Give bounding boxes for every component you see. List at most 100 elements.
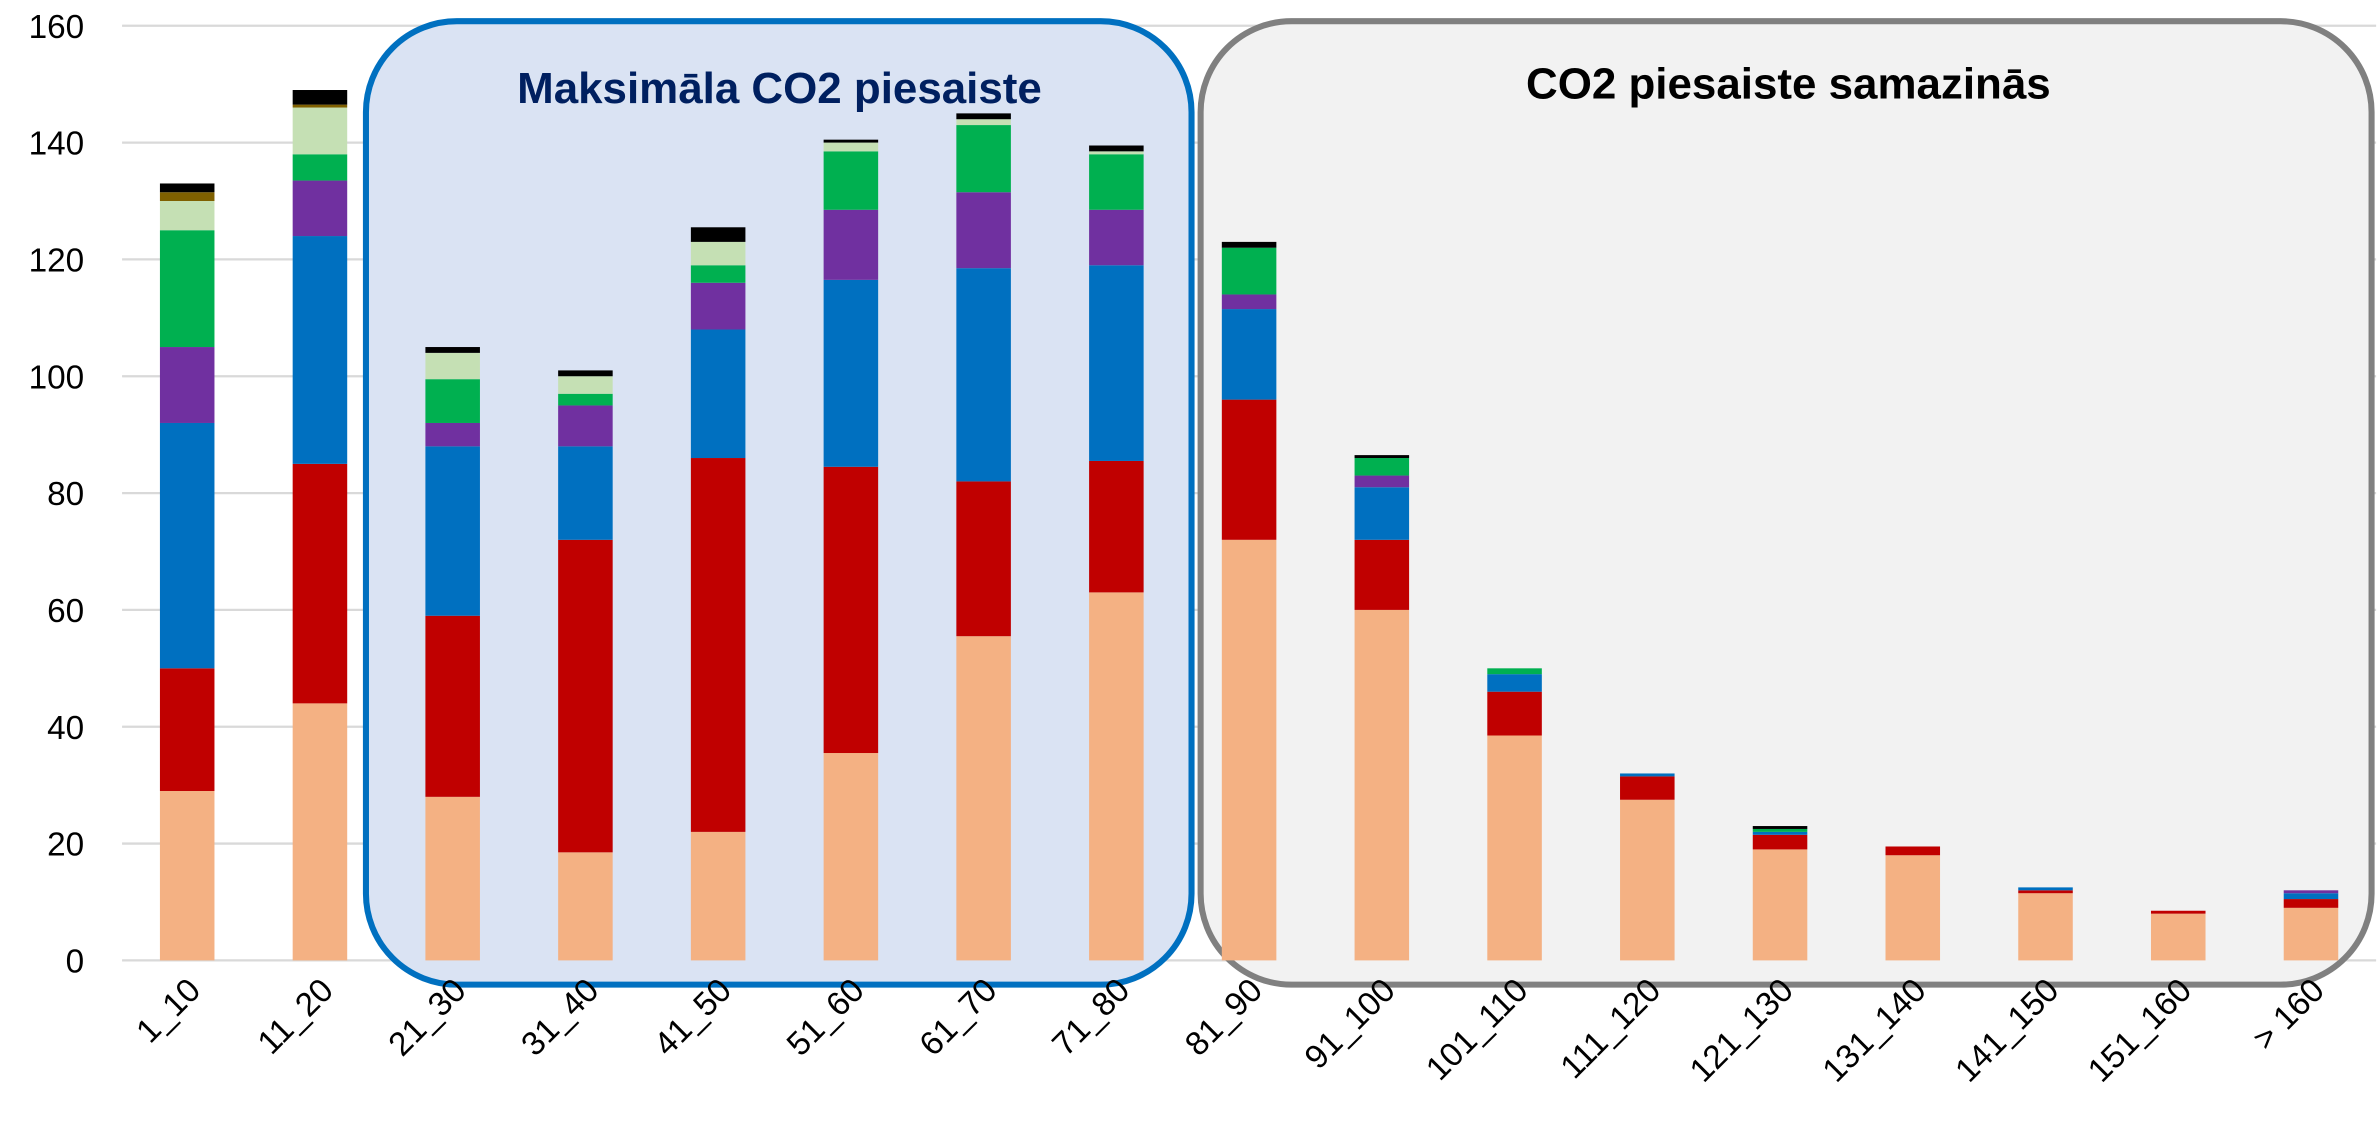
bar-segment — [1089, 209, 1144, 266]
bar-segment — [690, 241, 746, 266]
bar-segment — [1089, 145, 1144, 152]
y-tick-label: 20 — [47, 827, 84, 864]
bar-segment — [956, 113, 1011, 120]
bar-segment — [956, 125, 1011, 193]
bar-segment — [159, 200, 215, 231]
bar-segment — [823, 139, 879, 143]
y-tick-label: 160 — [29, 9, 85, 46]
bar-segment — [956, 268, 1011, 482]
bar-segment — [159, 347, 215, 423]
bar-segment — [690, 458, 746, 832]
bar-segment — [1221, 399, 1277, 540]
bar-segment — [2018, 890, 2073, 894]
bar-segment — [2018, 887, 2073, 891]
bar-segment — [1620, 776, 1675, 800]
x-tick-label: 1_10 — [129, 972, 208, 1051]
bar-segment — [1221, 539, 1277, 961]
bar-segment — [2283, 893, 2339, 900]
bar-segment — [292, 107, 348, 155]
bar-segment — [1354, 458, 1410, 476]
bar-segment — [1089, 154, 1144, 210]
bar-segment — [2150, 913, 2206, 961]
bar-segment — [159, 668, 215, 791]
bar-segment — [159, 790, 215, 961]
bar-segment — [1752, 849, 1808, 961]
bar-segment — [1487, 668, 1542, 675]
bar-segment — [292, 104, 348, 108]
bar-segment — [1885, 855, 1941, 961]
x-tick-label: 141_150 — [1948, 972, 2066, 1090]
x-tick-label: 131_140 — [1816, 972, 1934, 1090]
bar-segment — [558, 376, 613, 394]
bar-segment — [292, 236, 348, 464]
x-tick-label: 111_120 — [1554, 972, 1668, 1086]
bar-segment — [823, 466, 879, 754]
bar-segment — [159, 192, 215, 201]
bar-segment — [292, 154, 348, 181]
bar-segment — [425, 615, 480, 797]
bar-segment — [2283, 907, 2339, 961]
bar-segment — [1620, 773, 1675, 777]
x-tick-label: 21_30 — [382, 972, 474, 1064]
bar-segment — [690, 282, 746, 330]
bar-segment — [292, 463, 348, 704]
bar-segment — [1089, 592, 1144, 961]
bar-segment — [956, 481, 1011, 637]
bar-segment — [823, 279, 879, 467]
bar-segment — [1354, 455, 1410, 459]
bar-segment — [1752, 826, 1808, 829]
bar-segment — [159, 230, 215, 348]
bar-segment — [425, 347, 480, 353]
bar-segment — [1620, 799, 1675, 961]
bar-segment — [159, 183, 215, 193]
y-tick-label: 60 — [47, 593, 84, 630]
bar-segment — [1089, 265, 1144, 461]
bar-segment — [690, 831, 746, 961]
bar-segment — [425, 446, 480, 616]
bar-segment — [1089, 151, 1144, 155]
bar-segment — [558, 446, 613, 540]
region-box — [362, 18, 1195, 988]
y-tick-label: 120 — [29, 243, 85, 280]
bar-segment — [2018, 893, 2073, 961]
bar-segment — [558, 405, 613, 447]
bar-segment — [823, 209, 879, 280]
bar-segment — [292, 180, 348, 237]
bar-segment — [1354, 609, 1410, 961]
bar-segment — [956, 636, 1011, 961]
bar-segment — [425, 352, 480, 380]
bar-segment — [1354, 475, 1410, 488]
bar-segment — [558, 393, 613, 406]
bar-segment — [1221, 247, 1277, 295]
bar-segment — [1752, 828, 1808, 832]
bar-segment — [1885, 846, 1941, 856]
bar-segment — [292, 703, 348, 961]
y-tick-label: 140 — [29, 126, 85, 163]
bar-segment — [1221, 309, 1277, 400]
x-tick-label: 11_20 — [251, 972, 341, 1062]
y-tick-label: 100 — [29, 359, 85, 396]
bar-segment — [1089, 460, 1144, 593]
bar-segment — [558, 852, 613, 961]
x-tick-label: 121_130 — [1683, 972, 1801, 1090]
bar-segment — [159, 422, 215, 669]
region-title: Maksimāla CO2 piesaiste — [517, 64, 1042, 113]
x-tick-label: 81_90 — [1178, 972, 1270, 1064]
bar-segment — [292, 90, 348, 105]
bar-segment — [690, 227, 746, 242]
bar-segment — [1221, 294, 1277, 310]
bar-segment — [558, 539, 613, 853]
bar-segment — [425, 796, 480, 961]
bar-segment — [425, 422, 480, 447]
bar-segment — [690, 329, 746, 459]
bar-segment — [425, 379, 480, 423]
bar-segment — [1354, 539, 1410, 610]
y-tick-label: 40 — [47, 710, 84, 747]
bar-segment — [2150, 910, 2206, 914]
bar-segment — [1221, 241, 1277, 248]
y-tick-label: 0 — [66, 944, 85, 981]
bar-segment — [823, 753, 879, 961]
bar-segment — [2283, 890, 2339, 894]
bar-segment — [558, 370, 613, 377]
